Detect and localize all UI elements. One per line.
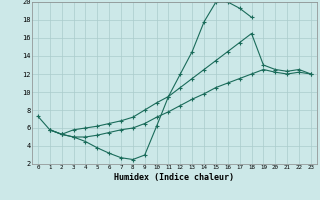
X-axis label: Humidex (Indice chaleur): Humidex (Indice chaleur) (115, 173, 234, 182)
